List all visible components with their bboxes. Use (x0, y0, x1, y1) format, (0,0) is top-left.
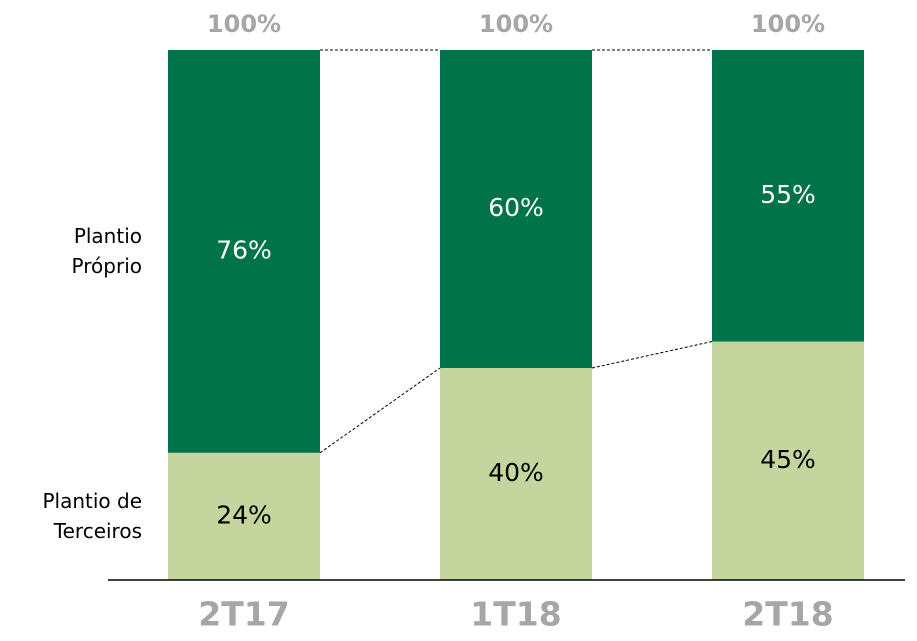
value-label: 40% (488, 458, 544, 487)
legend-label: Plantio Próprio (71, 224, 142, 279)
x-tick-label: 2T17 (198, 595, 289, 634)
bar-segment (440, 50, 592, 368)
total-label: 100% (207, 10, 281, 38)
total-label: 100% (751, 10, 825, 38)
connector (591, 341, 713, 369)
legend-label: Plantio de Terceiros (42, 489, 142, 544)
bar-segment (168, 452, 320, 580)
value-label: 24% (216, 500, 272, 529)
bar-segment (712, 50, 864, 342)
bar-segment (168, 50, 320, 453)
x-tick-label: 1T18 (470, 595, 561, 634)
bar-segment (712, 341, 864, 580)
bar-segment (440, 368, 592, 580)
value-label: 45% (760, 445, 816, 474)
value-label: 55% (760, 180, 816, 209)
total-label: 100% (479, 10, 553, 38)
connector (319, 367, 441, 454)
x-tick-label: 2T18 (742, 595, 833, 634)
value-label: 76% (216, 235, 272, 264)
value-label: 60% (488, 193, 544, 222)
